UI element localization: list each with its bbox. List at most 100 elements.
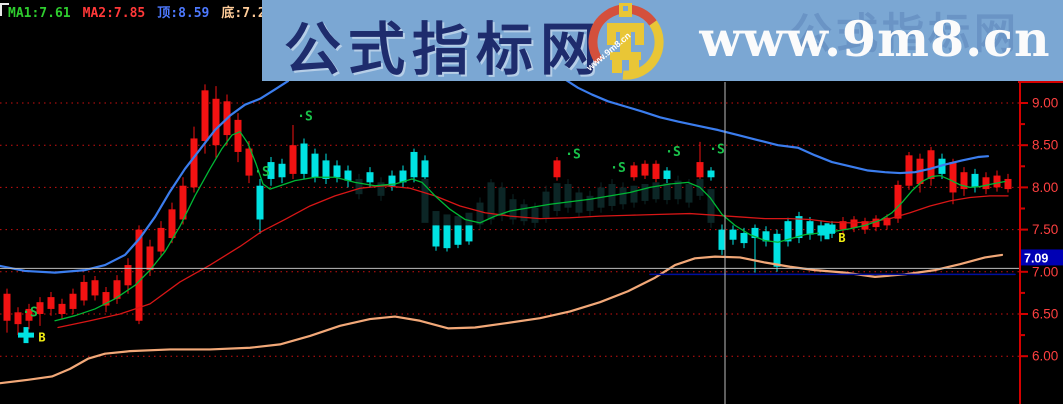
ma-slow-red-line: [57, 185, 1009, 329]
crosshair-price-tag-label: 7.09: [1024, 251, 1048, 265]
candle-body: [674, 180, 682, 200]
logo-glyph: [607, 3, 644, 73]
candle-body: [91, 280, 99, 296]
candle-body: [663, 183, 671, 201]
candle-body: [47, 297, 55, 309]
axis-price-label: 7.50: [1032, 222, 1058, 237]
legend-ma2: MA2:7.85: [82, 6, 146, 21]
cross-marker: [824, 223, 830, 240]
candle-body: [960, 172, 968, 190]
candle-body: [80, 281, 88, 301]
candle-body: [146, 246, 154, 271]
sell-signal-marker: ·S: [709, 142, 725, 157]
candle-body: [553, 160, 561, 178]
candle-body: [168, 209, 176, 239]
candle-body: [949, 162, 957, 193]
candle-body: [894, 184, 902, 219]
indicator-legend: MA1:7.61 MA2:7.85 顶:8.59 底:7.23: [8, 2, 286, 21]
banner-url-text: www.9m8.cn: [699, 10, 1051, 68]
buy-signal-marker: B: [38, 331, 45, 345]
candle-body: [564, 184, 572, 208]
candle-body: [410, 151, 418, 178]
candle-body: [806, 221, 814, 235]
candle-body: [652, 182, 660, 200]
upper-band-blue-right-line: [563, 78, 990, 175]
candle-body: [982, 177, 990, 190]
candle-body: [685, 184, 693, 203]
legend-ma1: MA1:7.61: [8, 6, 71, 21]
candle-body: [641, 184, 649, 201]
candle-body: [399, 170, 407, 183]
candle-body: [520, 204, 528, 222]
candle-body: [190, 138, 198, 188]
crosshair: [0, 82, 1019, 404]
candle-body: [850, 219, 858, 228]
candle-body: [344, 170, 352, 181]
signal-markers: ·S·S·S·S·S·S ·SBB: [18, 110, 846, 345]
candle-body: [14, 312, 22, 325]
axis-price-label: 6.00: [1032, 349, 1058, 364]
candle-body: [322, 160, 330, 179]
candle-body: [993, 175, 1001, 188]
candle-body: [388, 175, 396, 186]
candle-body: [630, 185, 638, 203]
candle-body: [619, 187, 627, 205]
candle-body: [432, 211, 440, 226]
candle-body: [839, 221, 847, 230]
crosshair-price-tag: [1021, 249, 1063, 266]
watermark-banner: 公式指标网 公式指标网 www.9m8.cn www.9m8.cn: [262, 0, 1063, 83]
candle-body: [25, 308, 33, 321]
sell-signal-marker: ·S: [610, 161, 626, 176]
axis-price-label: 8.50: [1032, 138, 1058, 153]
corner-mark: [0, 3, 9, 16]
candle-body: [443, 214, 451, 226]
candle-body: [289, 145, 297, 174]
candle-body: [36, 302, 44, 314]
site-logo-icon: www.9m8.cn: [585, 3, 664, 80]
candle-body: [630, 165, 638, 178]
legend-top: 顶:8.59: [157, 6, 210, 21]
candle-body: [124, 265, 132, 286]
candle-body: [531, 207, 539, 223]
candle-body: [751, 227, 759, 239]
candle-body: [718, 229, 726, 250]
legend-bottom: 底:7.23: [221, 6, 274, 21]
candle-body: [300, 143, 308, 174]
price-axis: 9.00 8.50 8.00 7.50 7.00 6.50 6.00 7.09: [1018, 81, 1063, 404]
candle-body: [245, 148, 253, 176]
candle-body: [377, 182, 385, 196]
logo-ring-yellow: [622, 20, 664, 80]
candle-body: [707, 170, 715, 178]
candle-body: [905, 155, 913, 186]
candle-body: [795, 216, 803, 239]
candle-body: [366, 172, 374, 183]
indicator-lines: [0, 78, 1016, 385]
candles: [3, 84, 1012, 336]
candle-body: [1004, 178, 1012, 190]
candle-body: [443, 225, 451, 249]
candle-body: [663, 170, 671, 179]
candle-body: [509, 199, 517, 220]
candle-body: [465, 212, 473, 226]
candle-body: [586, 195, 594, 212]
candle-body: [256, 185, 264, 220]
sell-signal-marker: ·S: [565, 147, 581, 162]
sell-signal-marker: ·S: [297, 110, 313, 125]
ma-fast-green-line: [54, 131, 1006, 322]
candle-body: [652, 163, 660, 179]
candle-body: [740, 232, 748, 244]
candle-body: [69, 293, 77, 309]
candle-body: [278, 163, 286, 178]
candle-body: [102, 292, 110, 306]
candle-body: [311, 153, 319, 178]
candle-body: [333, 165, 341, 178]
lower-band-orange-line: [0, 253, 1004, 385]
candle-body: [432, 225, 440, 247]
axis-price-label: 6.50: [1032, 307, 1058, 322]
candle-body: [465, 225, 473, 242]
sell-signal-marker: ·S: [22, 305, 38, 320]
candle-body: [729, 229, 737, 240]
banner-site-title: 公式指标网: [284, 17, 604, 83]
candle-body: [58, 303, 66, 314]
